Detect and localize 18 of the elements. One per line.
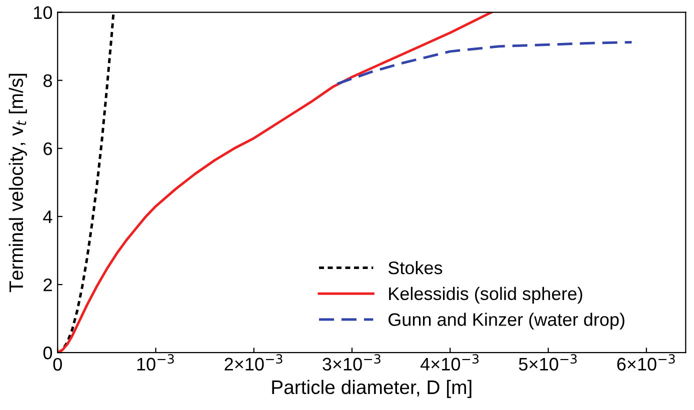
- y-tick-label: 4: [43, 210, 52, 224]
- y-tick-label: 6: [44, 142, 52, 156]
- x-axis-title: Particle diameter, D [m]: [272, 380, 472, 398]
- x-tick-label: 4×10$^{−3}$: [420, 354, 479, 371]
- legend-label: Stokes: [388, 260, 442, 274]
- x-tick-label: 0: [53, 358, 62, 371]
- x-tick-label: 3×10$^{−3}$: [322, 354, 380, 371]
- legend-label: Kelessidis (solid sphere): [389, 286, 582, 304]
- x-tick-label: 6×10$^{−3}$: [617, 354, 675, 371]
- line-series: [336, 40, 633, 86]
- legend-label: Gunn and Kinzer (water drop): [388, 312, 624, 330]
- y-tick-label: 8: [43, 74, 52, 88]
- x-tick-label: 2×10$^{−3}$: [224, 354, 282, 371]
- y-tick-label: 10: [34, 6, 52, 20]
- y-tick-label: 2: [44, 278, 52, 292]
- y-axis-title: Terminal velocity, v$_{t}$ [m/s]: [8, 74, 27, 292]
- x-tick-label: 5×10$^{−3}$: [518, 354, 577, 371]
- x-tick-label: 10$^{−3}$: [137, 354, 174, 371]
